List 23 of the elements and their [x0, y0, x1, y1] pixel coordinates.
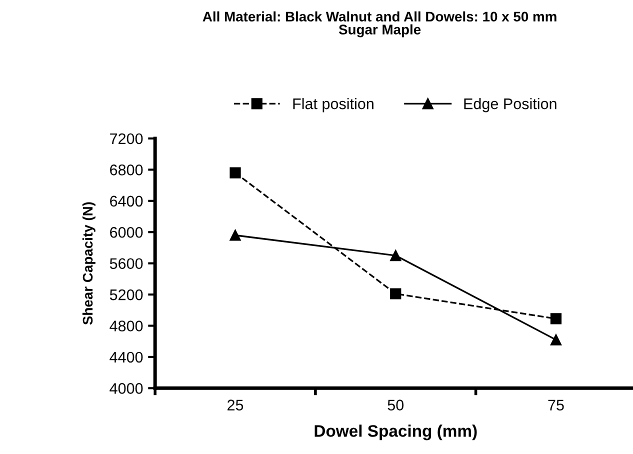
- y-axis-title: Shear Capacity (N): [82, 202, 96, 325]
- chart-title: All Material: Black Walnut and All Dowels: 10 x 50 mm Sugar Maple: [202, 11, 556, 38]
- point: [550, 334, 562, 346]
- y-tick-label: 6800: [110, 164, 143, 176]
- point: [550, 313, 562, 324]
- y-tick-label: 7200: [110, 133, 143, 144]
- y-tick-label: 6400: [110, 196, 143, 207]
- y-tick-label: 4000: [110, 383, 143, 394]
- point: [230, 230, 241, 241]
- point: [390, 250, 402, 262]
- point: [390, 288, 402, 300]
- x-tick-label: 50: [388, 400, 404, 411]
- point: [230, 167, 241, 178]
- legend-label: Flat position: [293, 98, 374, 112]
- legend-label: Edge Position: [464, 98, 556, 112]
- y-tick-label: 4400: [110, 352, 143, 363]
- y-tick-label: 5600: [110, 258, 143, 270]
- x-tick-label: 25: [228, 400, 244, 411]
- y-tick-label: 5200: [110, 289, 143, 300]
- x-tick-label: 75: [548, 400, 564, 411]
- x-axis-title: Dowel Spacing (mm): [314, 424, 477, 440]
- y-tick-label: 4800: [110, 320, 143, 332]
- y-tick-label: 6000: [110, 226, 143, 238]
